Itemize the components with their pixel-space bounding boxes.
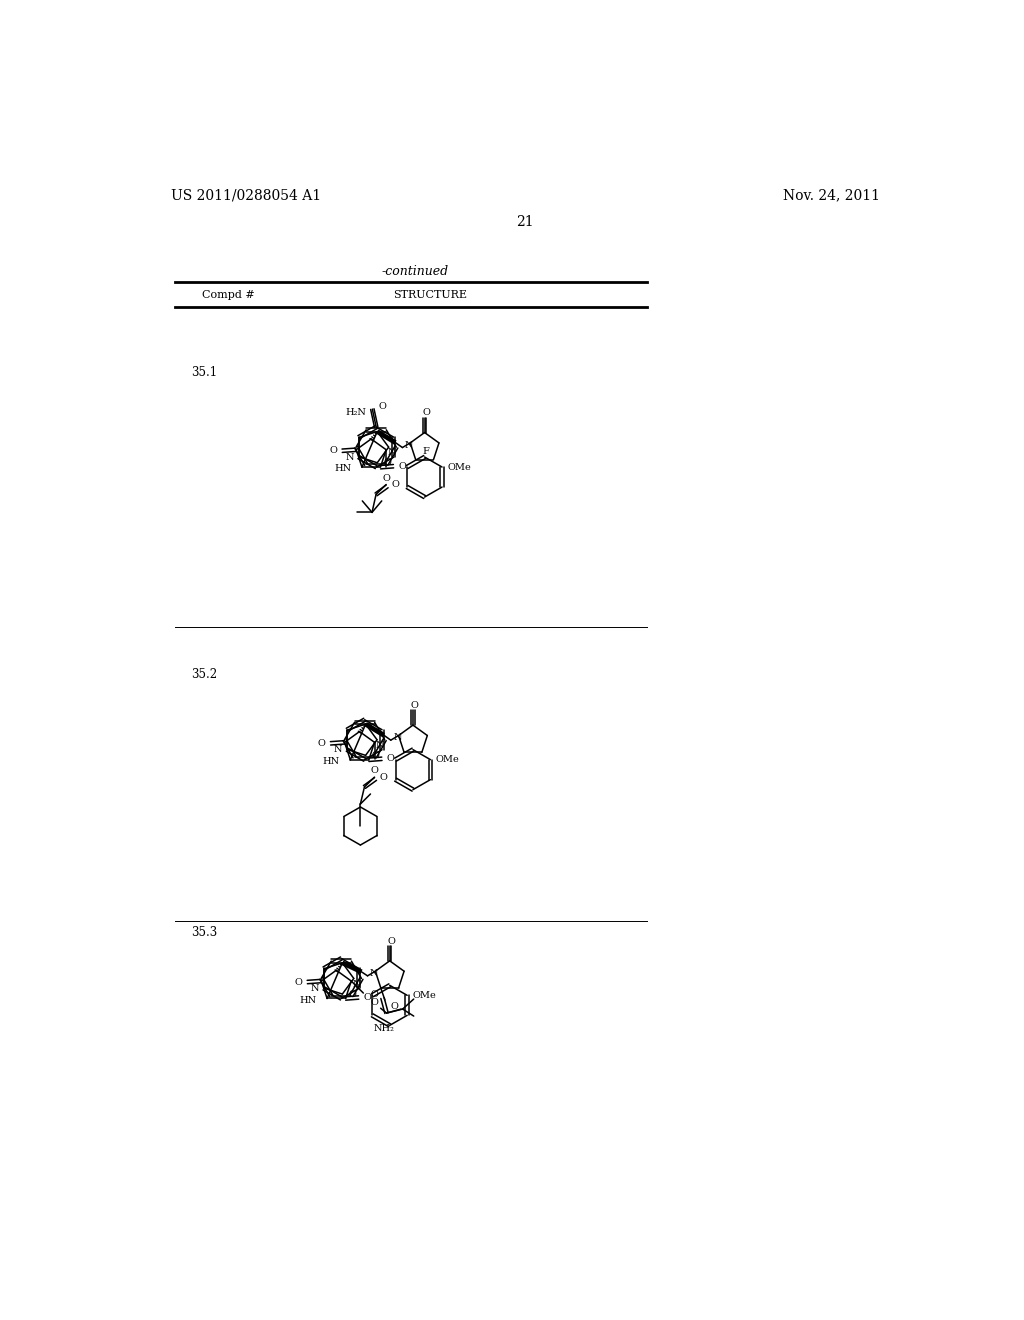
Text: -continued: -continued — [381, 265, 449, 279]
Text: O: O — [318, 739, 326, 748]
Text: O: O — [422, 408, 430, 417]
Text: O: O — [295, 978, 303, 986]
Text: STRUCTURE: STRUCTURE — [393, 290, 467, 301]
Text: US 2011/0288054 A1: US 2011/0288054 A1 — [171, 189, 321, 202]
Text: OMe: OMe — [413, 991, 436, 999]
Text: 35.1: 35.1 — [191, 366, 218, 379]
Text: O: O — [383, 458, 391, 467]
Text: N: N — [404, 441, 414, 450]
Text: N: N — [376, 741, 385, 750]
Text: O: O — [382, 474, 390, 483]
Text: OMe: OMe — [447, 462, 471, 471]
Text: O: O — [387, 937, 395, 945]
Text: N: N — [353, 979, 361, 989]
Text: N: N — [388, 449, 396, 457]
Text: N: N — [334, 746, 342, 754]
Text: N: N — [393, 734, 401, 742]
Text: N: N — [346, 453, 354, 462]
Text: N: N — [310, 983, 319, 993]
Text: H₂N: H₂N — [345, 408, 367, 417]
Text: HN: HN — [334, 465, 351, 474]
Text: HN: HN — [323, 756, 340, 766]
Text: O: O — [391, 1002, 399, 1011]
Text: 35.3: 35.3 — [191, 925, 218, 939]
Text: O: O — [364, 993, 371, 1002]
Text: Compd #: Compd # — [202, 290, 254, 301]
Text: O: O — [379, 774, 387, 781]
Text: O: O — [386, 754, 394, 763]
Text: 35.2: 35.2 — [191, 668, 218, 681]
Text: O: O — [371, 767, 379, 775]
Text: 21: 21 — [516, 215, 534, 228]
Text: O: O — [371, 998, 379, 1007]
Text: O: O — [348, 990, 356, 998]
Text: O: O — [391, 480, 399, 490]
Text: F: F — [423, 447, 430, 457]
Text: O: O — [330, 446, 338, 455]
Text: OMe: OMe — [436, 755, 460, 764]
Text: O: O — [411, 701, 419, 710]
Text: O: O — [371, 990, 379, 999]
Text: N: N — [370, 969, 379, 978]
Text: Nov. 24, 2011: Nov. 24, 2011 — [782, 189, 880, 202]
Text: NH₂: NH₂ — [374, 1023, 395, 1032]
Text: O: O — [398, 462, 407, 471]
Text: HN: HN — [299, 995, 316, 1005]
Text: O: O — [379, 403, 386, 412]
Text: O: O — [372, 751, 380, 760]
